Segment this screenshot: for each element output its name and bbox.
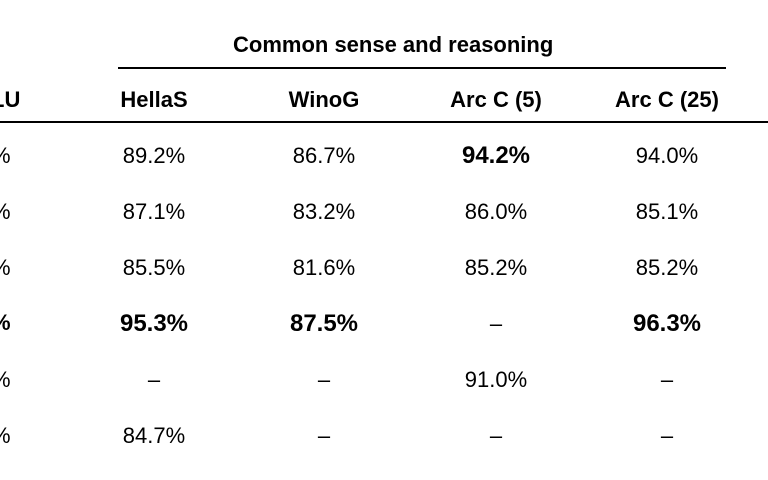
table-cell: 89.2% (122, 143, 186, 168)
table-cell-partial-left: % (0, 369, 11, 391)
table-cell: – (147, 367, 161, 392)
table-cell: 96.3% (632, 310, 702, 337)
table-cell-partial-left: % (0, 312, 11, 334)
table-cell: 85.2% (464, 255, 528, 280)
table-cell: 87.1% (122, 199, 186, 224)
column-header-winog: WinoG (288, 87, 360, 112)
group-header-common-sense: Common sense and reasoning (233, 32, 554, 57)
table-cell-partial-left: % (0, 257, 11, 279)
header-rule (0, 121, 768, 123)
table-cell: 81.6% (292, 255, 356, 280)
table-cell: 85.2% (635, 255, 699, 280)
group-header-rule (118, 67, 726, 69)
table-cell: – (317, 423, 331, 448)
table-cell: 87.5% (289, 310, 359, 337)
table-cell: 85.5% (122, 255, 186, 280)
table-cell: 86.7% (292, 143, 356, 168)
table-cell: – (660, 423, 674, 448)
table-cell: – (489, 423, 503, 448)
table-cell: 85.1% (635, 199, 699, 224)
table-cell: 83.2% (292, 199, 356, 224)
table-cell: 84.7% (122, 423, 186, 448)
table-cell-partial-left: % (0, 425, 11, 447)
column-header-hellas: HellaS (120, 87, 188, 112)
column-header-arc-c-25: Arc C (25) (615, 87, 719, 112)
table-cell-partial-left: % (0, 145, 11, 167)
table-cell: 86.0% (464, 199, 528, 224)
table-cell: 95.3% (119, 310, 189, 337)
table-cell-partial-left: % (0, 201, 11, 223)
table-cell: – (660, 367, 674, 392)
table-cell: 94.2% (461, 142, 531, 169)
table-cell: – (317, 367, 331, 392)
table-cell: 94.0% (635, 143, 699, 168)
column-header-arc-c-5: Arc C (5) (450, 87, 542, 112)
table-cell: 91.0% (464, 367, 528, 392)
table-cell: – (489, 311, 503, 336)
column-header-partial-left: LU (0, 87, 21, 112)
